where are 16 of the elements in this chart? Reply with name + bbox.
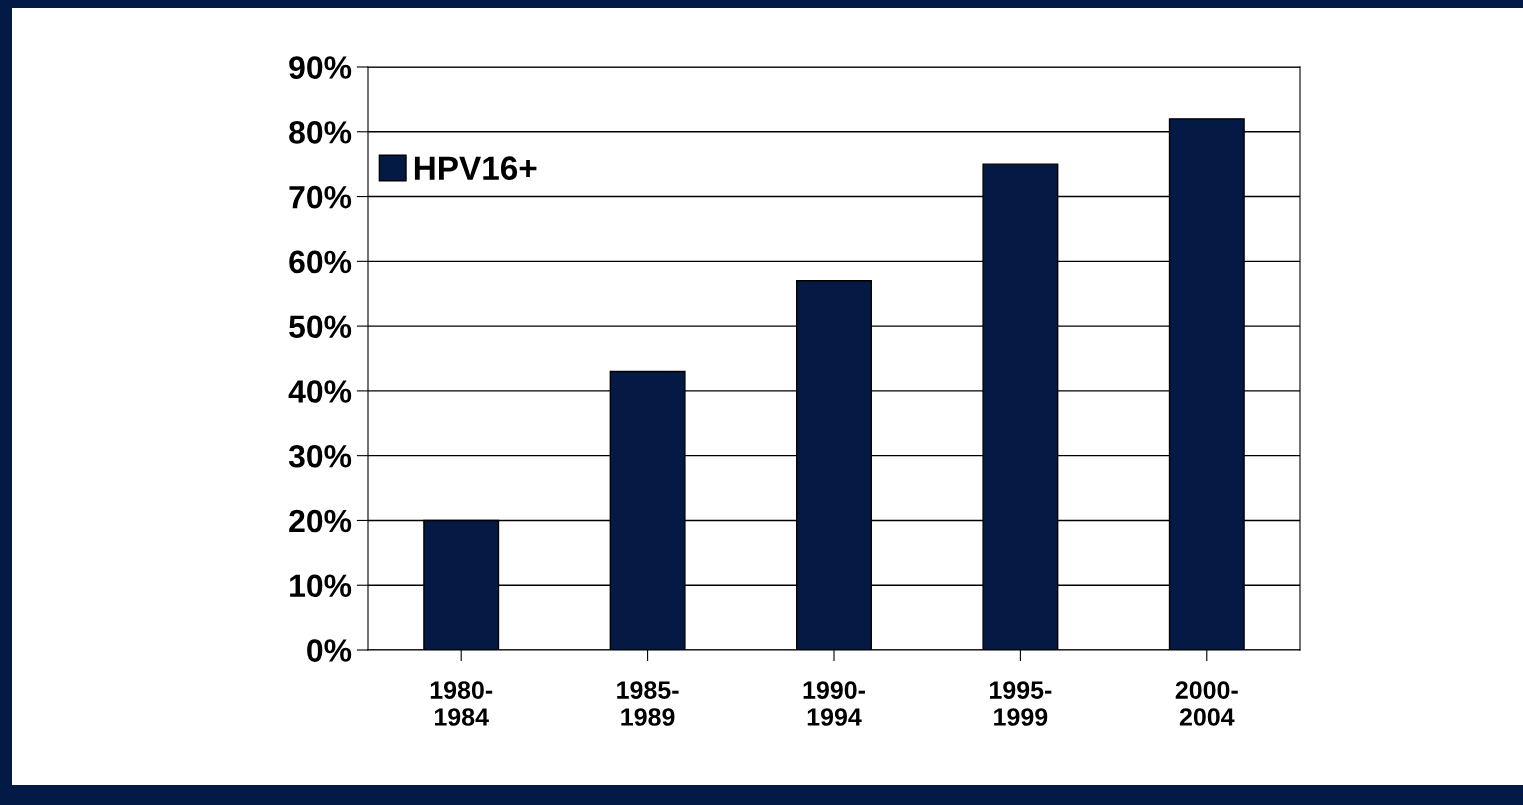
y-tick-label: 60% [289, 250, 352, 274]
x-tick-label: 1980- 1984 [430, 681, 493, 726]
x-tick-label: 1985- 1989 [617, 681, 679, 726]
y-tick-label: 80% [289, 121, 352, 144]
y-tick-label: 30% [288, 444, 352, 468]
y-tick-label: 70% [289, 185, 352, 209]
y-tick-label: 40% [288, 380, 352, 403]
x-tick-label: 1995- 1999 [990, 681, 1052, 726]
y-tick-label: 0% [307, 639, 352, 662]
legend-label: HPV16+ [414, 156, 537, 180]
x-tick-label: 2000- 2004 [1175, 681, 1238, 726]
y-tick-label: 90% [289, 56, 352, 79]
x-tick-label: 1990- 1994 [803, 681, 865, 726]
y-tick-label: 50% [289, 315, 352, 338]
y-tick-label: 20% [289, 509, 352, 533]
y-tick-label: 10% [290, 574, 352, 598]
